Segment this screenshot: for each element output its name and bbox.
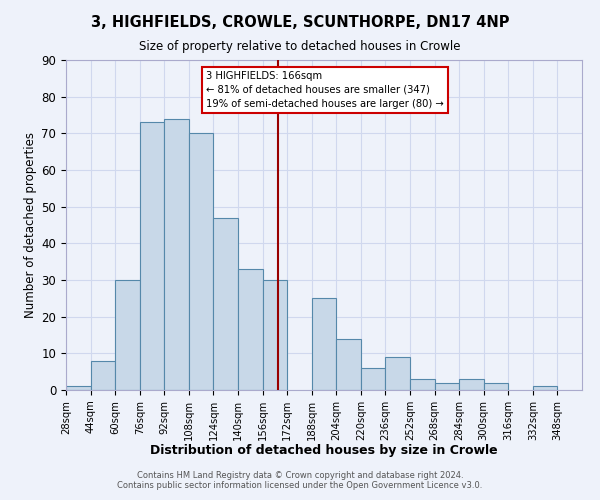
X-axis label: Distribution of detached houses by size in Crowle: Distribution of detached houses by size …: [150, 444, 498, 458]
Text: Contains HM Land Registry data © Crown copyright and database right 2024.
Contai: Contains HM Land Registry data © Crown c…: [118, 470, 482, 490]
Bar: [115, 280, 140, 390]
Bar: [533, 386, 557, 390]
Bar: [140, 122, 164, 390]
Y-axis label: Number of detached properties: Number of detached properties: [24, 132, 37, 318]
Bar: [336, 338, 361, 390]
Bar: [312, 298, 336, 390]
Bar: [164, 118, 189, 390]
Bar: [361, 368, 385, 390]
Bar: [410, 379, 434, 390]
Bar: [214, 218, 238, 390]
Text: 3 HIGHFIELDS: 166sqm
← 81% of detached houses are smaller (347)
19% of semi-deta: 3 HIGHFIELDS: 166sqm ← 81% of detached h…: [206, 71, 443, 109]
Bar: [66, 386, 91, 390]
Bar: [484, 382, 508, 390]
Bar: [263, 280, 287, 390]
Text: 3, HIGHFIELDS, CROWLE, SCUNTHORPE, DN17 4NP: 3, HIGHFIELDS, CROWLE, SCUNTHORPE, DN17 …: [91, 15, 509, 30]
Bar: [434, 382, 459, 390]
Bar: [91, 360, 115, 390]
Bar: [238, 269, 263, 390]
Text: Size of property relative to detached houses in Crowle: Size of property relative to detached ho…: [139, 40, 461, 53]
Bar: [189, 134, 214, 390]
Bar: [459, 379, 484, 390]
Bar: [385, 357, 410, 390]
